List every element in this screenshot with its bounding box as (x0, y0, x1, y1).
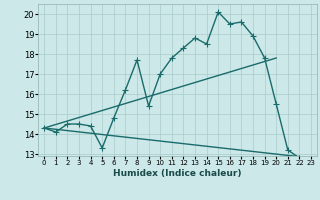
X-axis label: Humidex (Indice chaleur): Humidex (Indice chaleur) (113, 169, 242, 178)
